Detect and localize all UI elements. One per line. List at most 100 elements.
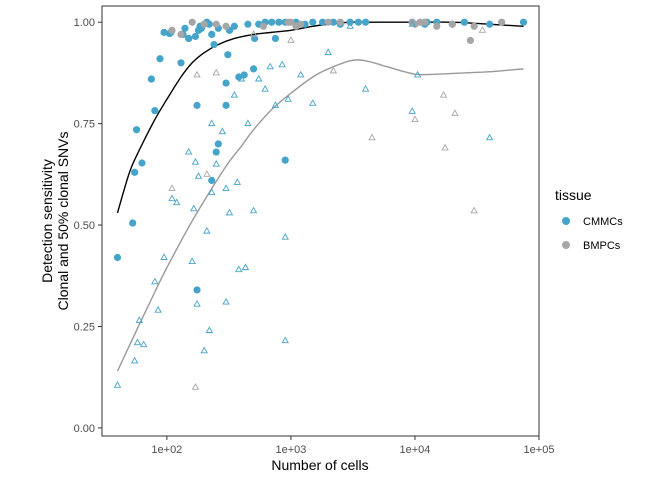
x-axis-title: Number of cells: [271, 457, 368, 473]
data-point-triangle-bmpcs: [439, 91, 448, 98]
data-point-triangle-cmmcs: [235, 265, 243, 273]
data-point-triangle-cmmcs: [485, 133, 494, 141]
data-point-cmmcs: [222, 79, 230, 87]
data-point-triangle-bmpcs: [368, 133, 376, 141]
data-point-triangle-cmmcs: [207, 119, 216, 127]
data-point-triangle-cmmcs: [212, 159, 220, 167]
x-tick-label: 1e+05: [524, 444, 555, 456]
smooth-curve-cmmcs: [116, 21, 524, 214]
y-axis-title: Detection sensitivity Clonal and 50% clo…: [39, 132, 71, 311]
data-point-triangle-bmpcs: [249, 30, 258, 37]
legend-entries: CMMCs BMPCs: [562, 216, 623, 252]
data-point-triangle-cmmcs: [188, 257, 196, 264]
data-point-bmpcs: [433, 22, 441, 30]
legend: tissue CMMCs BMPCs: [555, 187, 623, 252]
data-point-cmmcs: [191, 32, 200, 41]
plot-panel-border: [101, 5, 540, 437]
data-point-triangle-bmpcs: [191, 383, 200, 390]
data-point-bmpcs: [168, 26, 176, 34]
data-point-triangle-cmmcs: [222, 184, 230, 191]
data-point-bmpcs: [498, 18, 506, 26]
data-point-triangle-cmmcs: [233, 178, 242, 185]
data-point-cmmcs: [131, 168, 139, 176]
data-point-cmmcs: [210, 40, 218, 49]
data-point-cmmcs: [329, 18, 337, 26]
data-point-triangle-cmmcs: [249, 206, 258, 214]
data-point-triangle-cmmcs: [408, 107, 416, 114]
smooth-curve-bmpcs: [116, 59, 524, 372]
data-point-bmpcs: [287, 18, 295, 26]
legend-key-cmmcs: [562, 217, 570, 225]
data-point-cmmcs: [354, 18, 362, 26]
data-point-triangle-bmpcs: [329, 66, 338, 74]
data-point-triangle-cmmcs: [230, 91, 239, 98]
data-point-triangle-bmpcs: [203, 170, 211, 177]
data-point-triangle-cmmcs: [172, 198, 181, 206]
y-tick-label: 0.00: [74, 423, 95, 435]
data-point-bmpcs: [421, 18, 429, 26]
data-point-cmmcs: [147, 75, 155, 83]
data-point-triangle-cmmcs: [200, 346, 208, 354]
data-point-triangle-cmmcs: [271, 101, 280, 108]
data-point-cmmcs: [240, 71, 248, 79]
data-point-triangle-cmmcs: [203, 226, 211, 234]
data-point-cmmcs: [212, 148, 220, 156]
data-point-bmpcs: [324, 18, 332, 26]
data-point-cmmcs: [151, 107, 159, 115]
data-point-cmmcs: [460, 18, 468, 26]
data-point-cmmcs: [156, 55, 164, 63]
x-axis: 1e+02 1e+03 1e+04 1e+05: [151, 436, 554, 456]
data-point-triangle-bmpcs: [470, 206, 478, 214]
data-point-triangle-cmmcs: [309, 99, 317, 106]
data-point-cmmcs: [181, 24, 189, 32]
data-point-bmpcs: [200, 20, 208, 28]
data-point-triangle-bmpcs: [168, 184, 176, 191]
data-point-cmmcs: [222, 101, 230, 109]
data-point-triangle-cmmcs: [207, 188, 216, 196]
data-point-triangle-cmmcs: [194, 172, 203, 179]
data-point-bmpcs: [222, 22, 230, 30]
legend-label-cmmcs: CMMCs: [583, 216, 623, 228]
data-point-cmmcs: [208, 176, 216, 185]
data-points: [113, 18, 528, 390]
data-point-triangle-cmmcs: [139, 340, 148, 348]
data-point-triangle-cmmcs: [190, 204, 198, 212]
x-tick-label: 1e+02: [151, 444, 182, 456]
data-point-triangle-cmmcs: [361, 84, 370, 92]
data-point-cmmcs: [205, 20, 213, 28]
data-point-triangle-bmpcs: [287, 36, 295, 43]
data-point-triangle-bmpcs: [411, 115, 419, 123]
data-point-triangle-cmmcs: [408, 20, 416, 27]
x-tick-label: 1e+04: [400, 444, 431, 456]
data-point-triangle-cmmcs: [413, 70, 422, 78]
data-point-cmmcs: [275, 18, 283, 26]
data-point-triangle-cmmcs: [346, 22, 354, 29]
data-point-cmmcs: [224, 51, 232, 59]
y-tick-label: 0.50: [74, 220, 95, 232]
legend-label-bmpcs: BMPCs: [583, 240, 621, 252]
data-point-cmmcs: [249, 65, 258, 73]
data-point-cmmcs: [486, 20, 494, 28]
data-point-cmmcs: [193, 101, 201, 109]
data-point-triangle-cmmcs: [184, 147, 193, 155]
y-tick-label: 0.25: [74, 321, 95, 333]
data-point-triangle-cmmcs: [278, 60, 286, 68]
data-point-cmmcs: [113, 253, 122, 262]
data-point-triangle-cmmcs: [284, 95, 292, 102]
data-point-triangle-cmmcs: [244, 119, 252, 127]
data-point-cmmcs: [361, 18, 370, 26]
y-axis-title-line-1: Detection sensitivity: [39, 159, 55, 283]
data-point-triangle-cmmcs: [133, 338, 142, 346]
data-point-bmpcs: [470, 22, 478, 30]
data-point-triangle-cmmcs: [237, 74, 246, 82]
data-point-cmmcs: [214, 140, 222, 148]
legend-key-bmpcs: [562, 241, 570, 249]
data-point-triangle-cmmcs: [191, 157, 200, 165]
data-point-triangle-cmmcs: [324, 48, 332, 56]
data-point-cmmcs: [138, 159, 146, 167]
data-point-triangle-cmmcs: [168, 194, 176, 202]
legend-title: tissue: [555, 187, 592, 203]
data-point-triangle-cmmcs: [130, 356, 139, 364]
smooth-curves: [116, 21, 524, 372]
